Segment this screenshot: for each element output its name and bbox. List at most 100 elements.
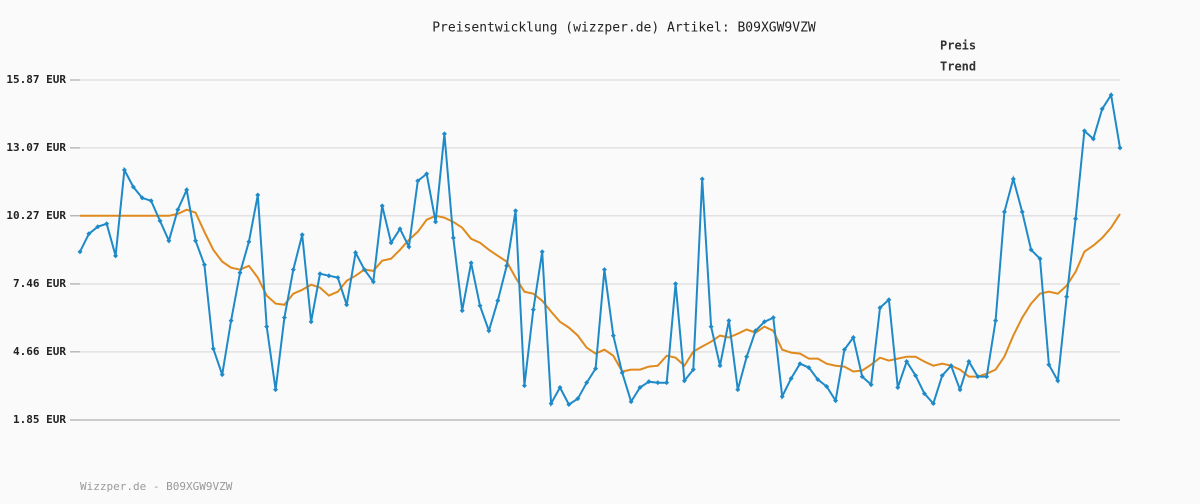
point-marker [877,305,883,311]
series-line [80,208,1121,378]
point-marker [415,178,421,184]
point-marker [815,377,821,383]
point-marker [370,279,376,285]
point-marker [326,273,332,279]
point-marker [1037,256,1043,262]
point-marker [904,359,910,365]
point-marker [219,372,225,378]
point-marker [441,131,447,137]
point-marker [948,363,954,369]
point-marker [913,373,919,379]
point-marker [975,374,981,380]
point-marker [1019,209,1025,215]
point-marker [95,224,101,230]
point-marker [477,303,483,309]
point-marker [868,382,874,388]
point-marker [228,318,234,324]
point-marker [921,391,927,397]
point-marker [993,318,999,324]
point-marker [673,281,679,287]
point-marker [850,335,856,341]
point-marker [690,367,696,373]
point-marker [77,249,83,255]
point-marker [1028,247,1034,253]
point-marker [388,240,394,246]
point-marker [344,302,350,308]
point-marker [264,324,270,330]
point-marker [379,203,385,209]
point-marker [113,253,119,259]
point-marker [886,297,892,303]
point-marker [166,238,172,244]
point-marker [833,398,839,404]
point-marker [504,263,510,269]
point-marker [664,380,670,386]
point-marker [1064,294,1070,300]
point-marker [779,393,785,399]
point-marker [273,387,279,393]
point-marker [148,198,154,204]
point-marker [770,315,776,321]
point-marker [175,207,181,213]
point-marker [237,270,243,276]
point-marker [424,171,430,177]
point-marker [1108,92,1114,98]
point-marker [86,231,92,237]
point-marker [299,232,305,238]
plot-area [77,92,1123,407]
point-marker [1046,362,1052,368]
point-marker [841,347,847,353]
point-marker [353,250,359,256]
point-marker [184,187,190,193]
point-marker [797,361,803,367]
point-marker [619,370,625,376]
point-marker [593,366,599,372]
point-marker [761,319,767,325]
footer: Wizzper.de - B09XGW9VZW [80,480,233,493]
point-marker [193,238,199,244]
point-marker [1001,209,1007,215]
point-marker [939,373,945,379]
point-marker [450,235,456,241]
point-marker [601,267,607,273]
point-marker [735,387,741,393]
y-tick-label: 15.87 EUR [6,73,66,86]
point-marker [539,249,545,255]
point-marker [397,226,403,232]
point-marker [681,378,687,384]
point-marker [1055,378,1061,384]
point-marker [361,267,367,273]
series-line [79,92,1121,407]
point-marker [495,298,501,304]
point-marker [201,262,207,268]
point-marker [548,401,554,407]
point-marker [575,396,581,402]
point-marker [824,384,830,390]
point-marker [699,176,705,182]
point-marker [628,399,634,405]
y-tick-label: 7.46 EUR [13,277,66,290]
point-marker [139,195,145,201]
point-marker [406,244,412,250]
point-marker [530,307,536,313]
point-marker [281,315,287,321]
point-marker [317,271,323,277]
y-tick-label: 10.27 EUR [6,209,66,222]
point-marker [806,365,812,371]
point-marker [930,401,936,407]
point-marker [255,192,261,198]
point-marker [984,374,990,380]
point-marker [521,383,527,389]
point-marker [1090,136,1096,142]
point-marker [753,328,759,334]
point-marker [895,385,901,391]
grid [70,79,1120,421]
point-marker [646,379,652,385]
point-marker [1081,128,1087,134]
point-marker [1117,145,1123,151]
y-tick-label: 13.07 EUR [6,141,66,154]
legend-label: Trend [940,60,976,74]
point-marker [308,319,314,325]
point-marker [566,401,572,407]
